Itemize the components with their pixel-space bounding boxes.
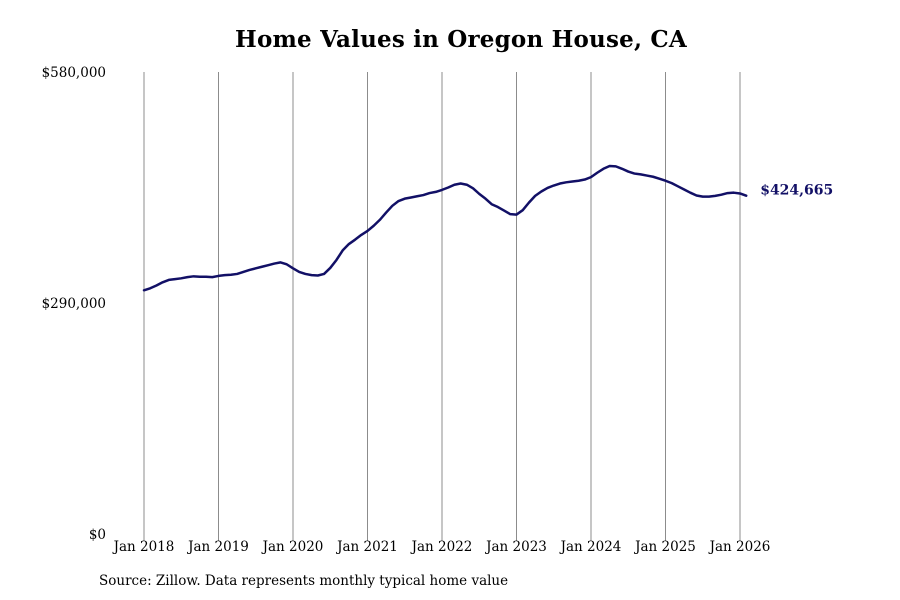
source-note: Source: Zillow. Data represents monthly …: [99, 573, 509, 589]
x-tick-label-jan-2026: Jan 2026: [708, 539, 771, 555]
x-axis-ticks: Jan 2018 Jan 2019 Jan 2020 Jan 2021 Jan 2022…: [112, 539, 771, 555]
x-tick-label-jan-2025: Jan 2025: [633, 539, 696, 555]
x-tick-label-jan-2022: Jan 2022: [410, 539, 473, 555]
y-axis-ticks: $0 $290,000 $580,000: [42, 65, 106, 543]
x-tick-label-jan-2023: Jan 2023: [484, 539, 547, 555]
y-tick-label-0: $0: [89, 527, 106, 543]
chart-title: Home Values in Oregon House, CA: [235, 26, 687, 53]
series-layer: [142, 164, 748, 292]
series-line-0: [142, 164, 748, 292]
y-tick-label-2: $580,000: [42, 65, 106, 81]
x-tick-label-jan-2018: Jan 2018: [112, 539, 175, 555]
x-tick-label-jan-2024: Jan 2024: [559, 539, 622, 555]
gridlines: [143, 72, 741, 541]
x-tick-label-jan-2020: Jan 2020: [261, 539, 324, 555]
end-label-layer: $424,665: [760, 183, 833, 199]
x-tick-label-jan-2021: Jan 2021: [335, 539, 398, 555]
y-tick-label-1: $290,000: [42, 296, 106, 312]
x-tick-label-jan-2019: Jan 2019: [186, 539, 249, 555]
end-value-label: $424,665: [760, 183, 833, 199]
